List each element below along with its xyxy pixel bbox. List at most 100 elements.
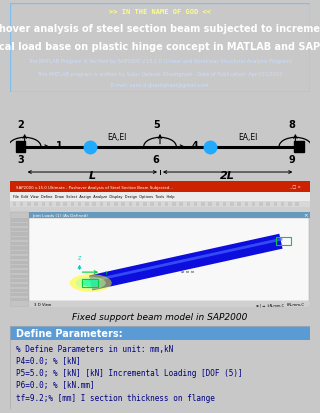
Bar	[11, 294, 28, 297]
Bar	[29, 218, 309, 301]
Bar	[216, 202, 219, 207]
Text: 6
0
0: 6 0 0	[182, 269, 196, 271]
Bar	[143, 202, 147, 207]
Bar	[11, 280, 28, 283]
Bar	[276, 238, 292, 245]
Text: _ □ ×: _ □ ×	[289, 185, 301, 189]
Text: P4=0.0; % [kN]: P4=0.0; % [kN]	[16, 356, 80, 365]
Bar	[10, 208, 310, 213]
Bar	[179, 202, 183, 207]
Text: vertical load base on plastic hinge concept in MATLAB and SAP2000: vertical load base on plastic hinge conc…	[0, 41, 320, 51]
Bar	[11, 233, 28, 236]
Bar	[12, 202, 16, 207]
Bar	[208, 202, 212, 207]
Bar	[288, 202, 292, 207]
Circle shape	[82, 280, 100, 287]
Text: SAP2000 v.15.0 Ultimate - Pushover Analysis of Steel Section Beam Subjected...: SAP2000 v.15.0 Ultimate - Pushover Analy…	[16, 185, 172, 189]
Circle shape	[76, 277, 106, 290]
Bar	[11, 270, 28, 273]
Text: ×: ×	[303, 213, 308, 218]
Text: E-mail: salar.d.ghashghaei@gmail.com: E-mail: salar.d.ghashghaei@gmail.com	[111, 83, 209, 88]
Bar	[11, 247, 28, 250]
Bar	[294, 142, 304, 153]
Bar	[71, 202, 74, 207]
Text: Pushover analysis of steel section beam subjected to incremental: Pushover analysis of steel section beam …	[0, 24, 320, 33]
Text: 2L: 2L	[220, 170, 235, 180]
Bar	[194, 202, 197, 207]
Circle shape	[70, 275, 112, 292]
Bar	[11, 228, 28, 231]
Bar	[11, 261, 28, 264]
Bar	[10, 201, 310, 208]
Bar	[11, 242, 28, 245]
Text: L: L	[89, 170, 96, 180]
Text: 3: 3	[18, 155, 24, 165]
Bar	[78, 202, 82, 207]
Bar	[11, 266, 28, 269]
Bar	[49, 202, 52, 207]
Bar	[11, 256, 28, 259]
Text: 3 D View: 3 D View	[34, 303, 51, 307]
Bar	[281, 202, 284, 207]
Bar	[29, 301, 309, 308]
Text: File  Edit  View  Define  Draw  Select  Assign  Analyze  Display  Design  Option: File Edit View Define Draw Select Assign…	[12, 195, 174, 199]
Text: P5=5.0; % [kN] [kN] Incremental Loading [DOF (5)]: P5=5.0; % [kN] [kN] Incremental Loading …	[16, 368, 242, 377]
Bar	[29, 213, 310, 218]
Bar	[172, 202, 176, 207]
Bar	[10, 182, 310, 192]
Bar	[259, 202, 263, 207]
Bar	[252, 202, 255, 207]
Text: % Define Parameters in unit: mm,kN: % Define Parameters in unit: mm,kN	[16, 344, 173, 353]
Bar	[295, 202, 299, 207]
Text: Y: Y	[104, 270, 107, 275]
Text: 1: 1	[56, 141, 63, 151]
Bar	[11, 252, 28, 255]
Bar	[158, 202, 161, 207]
Bar	[11, 219, 28, 222]
Bar	[92, 202, 96, 207]
Text: kN,mm,C: kN,mm,C	[286, 303, 304, 307]
Text: ⊕ | ↔  kN,mm,C: ⊕ | ↔ kN,mm,C	[256, 303, 284, 307]
Bar	[85, 202, 89, 207]
Bar	[237, 202, 241, 207]
Text: Z: Z	[78, 256, 81, 261]
Text: EA,EI: EA,EI	[108, 133, 127, 142]
Bar	[274, 202, 277, 207]
Text: >> IN THE NAME OF GOD <<: >> IN THE NAME OF GOD <<	[109, 9, 211, 14]
Bar	[129, 202, 132, 207]
Text: 8: 8	[288, 120, 295, 130]
Text: 5: 5	[153, 120, 160, 130]
Text: 9: 9	[288, 155, 295, 165]
Bar	[201, 202, 205, 207]
Bar	[11, 289, 28, 292]
Bar	[136, 202, 140, 207]
Bar	[11, 237, 28, 241]
Bar	[10, 213, 29, 308]
Bar	[42, 202, 45, 207]
Text: P6=0.0; % [kN.mm]: P6=0.0; % [kN.mm]	[16, 380, 94, 389]
Bar	[187, 202, 190, 207]
Bar	[34, 202, 38, 207]
Bar	[10, 192, 310, 201]
Text: Fixed support beam model in SAP2000: Fixed support beam model in SAP2000	[72, 312, 248, 321]
Bar	[244, 202, 248, 207]
Bar	[107, 202, 110, 207]
Bar	[11, 284, 28, 287]
Text: 4: 4	[191, 141, 198, 151]
Bar	[223, 202, 227, 207]
Bar	[10, 326, 310, 340]
Bar	[11, 275, 28, 278]
Bar	[165, 202, 168, 207]
Bar	[266, 202, 270, 207]
Bar	[11, 298, 28, 301]
Bar	[121, 202, 125, 207]
Text: Joint Loads (1) (As Defined): Joint Loads (1) (As Defined)	[32, 214, 88, 218]
Bar	[16, 142, 25, 153]
Text: Define Parameters:: Define Parameters:	[16, 328, 122, 338]
Bar	[27, 202, 31, 207]
Bar	[63, 202, 67, 207]
Text: 2: 2	[18, 120, 24, 130]
Bar	[100, 202, 103, 207]
Text: This MATLAB program is written by Salar Delavar Ghashghaei - Date of Publication: This MATLAB program is written by Salar …	[37, 71, 283, 76]
Bar	[230, 202, 234, 207]
